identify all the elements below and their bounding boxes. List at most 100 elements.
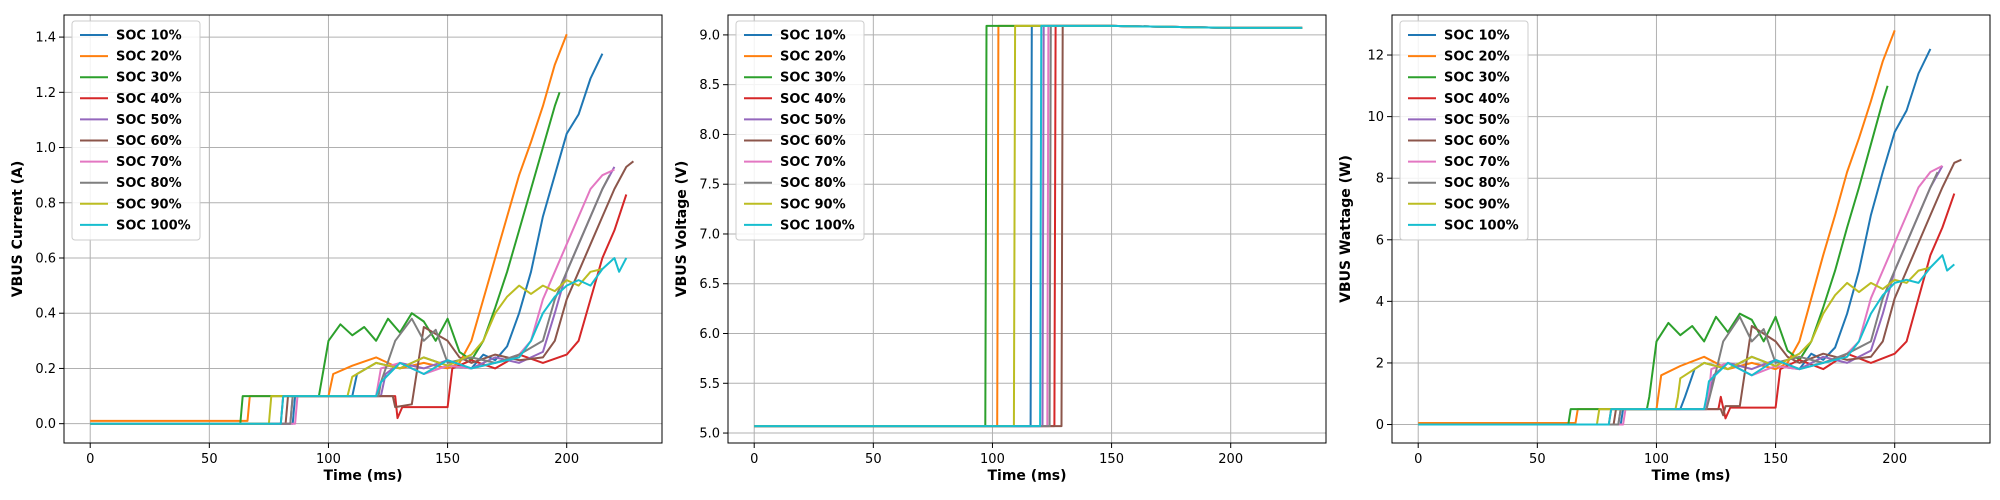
- legend-entry: SOC 90%: [1444, 197, 1510, 212]
- legend-entry: SOC 30%: [780, 71, 846, 86]
- y-tick-label: 2: [1376, 356, 1384, 371]
- y-tick-label: 0: [1376, 418, 1384, 433]
- y-tick-label: 8.5: [699, 78, 720, 93]
- chart-panel-3: 0 50 100 150 200 0 2 4 6 8 10 12 Time (ms) VBUS Watta…: [1338, 14, 1991, 484]
- legend-entry: SOC 20%: [1444, 50, 1510, 65]
- legend-entry: SOC 10%: [1444, 29, 1510, 44]
- y-tick-label: 5.0: [699, 427, 720, 442]
- series-line-soc-100-: [754, 24, 1303, 428]
- legend-entry: SOC 80%: [1444, 176, 1510, 191]
- legend: SOC 10% SOC 20% SOC 30% SOC 40% SOC 50% SOC 6…: [735, 20, 865, 241]
- y-tick-label: 0.2: [35, 362, 56, 377]
- legend-box: [71, 20, 201, 241]
- x-tick-label: 50: [201, 452, 218, 467]
- x-tick-label: 0: [86, 452, 94, 467]
- y-tick-label: 1.2: [35, 86, 56, 101]
- series-line-soc-10-: [90, 53, 604, 425]
- y-tick-label: 12: [1367, 49, 1384, 64]
- series-line-soc-30-: [1418, 85, 1889, 426]
- x-tick-label: 200: [1218, 452, 1243, 467]
- legend-entry: SOC 100%: [116, 218, 191, 233]
- legend: SOC 10% SOC 20% SOC 30% SOC 40% SOC 50% SOC 6…: [1399, 20, 1529, 241]
- legend-entry: SOC 50%: [116, 113, 182, 128]
- series-line-soc-60-: [90, 160, 635, 425]
- legend-entry: SOC 100%: [780, 218, 855, 233]
- x-axis-label: Time (ms): [1651, 468, 1730, 484]
- y-tick-label: 7.5: [699, 178, 720, 193]
- legend-entry: SOC 30%: [116, 71, 182, 86]
- y-tick-label: 0.8: [35, 196, 56, 211]
- series-line-soc-100-: [90, 257, 628, 425]
- y-tick-label: 10: [1367, 110, 1384, 125]
- x-axis-label: Time (ms): [323, 468, 402, 484]
- x-tick-label: 100: [316, 452, 341, 467]
- y-tick-label: 0.0: [35, 417, 56, 432]
- y-tick-label: 0.4: [35, 307, 56, 322]
- legend: SOC 10% SOC 20% SOC 30% SOC 40% SOC 50% SOC 6…: [71, 20, 201, 241]
- y-tick-label: 6.5: [699, 277, 720, 292]
- legend-entry: SOC 30%: [1444, 71, 1510, 86]
- legend-entry: SOC 100%: [1444, 218, 1519, 233]
- x-tick-label: 200: [1882, 452, 1907, 467]
- series-line-soc-40-: [90, 194, 628, 425]
- y-axis-label: VBUS Current (A): [10, 161, 26, 298]
- x-tick-label: 150: [435, 452, 460, 467]
- legend-entry: SOC 70%: [116, 155, 182, 170]
- legend-entry: SOC 20%: [116, 50, 182, 65]
- y-tick-label: 8: [1376, 172, 1384, 187]
- y-axis-label: VBUS Wattage (W): [1338, 155, 1354, 303]
- legend-entry: SOC 60%: [116, 134, 182, 149]
- legend-entry: SOC 60%: [780, 134, 846, 149]
- y-tick-label: 6: [1376, 233, 1384, 248]
- plot-frame: [63, 14, 663, 444]
- legend-entry: SOC 10%: [780, 29, 846, 44]
- y-tick-label: 1.0: [35, 141, 56, 156]
- legend-entry: SOC 80%: [780, 176, 846, 191]
- x-tick-label: 100: [980, 452, 1005, 467]
- plot-frame: [1391, 14, 1991, 444]
- legend-box: [1399, 20, 1529, 241]
- y-tick-label: 6.0: [699, 327, 720, 342]
- y-tick-label: 5.5: [699, 377, 720, 392]
- legend-entry: SOC 90%: [116, 197, 182, 212]
- legend-box: [735, 20, 865, 241]
- plot-frame: [727, 14, 1327, 444]
- series-lines: [754, 24, 1303, 428]
- series-line-soc-90-: [1418, 266, 1931, 426]
- y-tick-label: 1.4: [35, 31, 56, 46]
- y-tick-label: 8.0: [699, 128, 720, 143]
- series-line-soc-30-: [90, 91, 561, 425]
- y-tick-label: 4: [1376, 295, 1384, 310]
- series-line-soc-90-: [90, 268, 603, 425]
- series-line-soc-100-: [1418, 254, 1955, 426]
- x-tick-label: 0: [750, 452, 758, 467]
- chart-panel-2: 0 50 100 150 200 5.0 5.5 6.0 6.5 7.0 7.5 8.0 8.5 9.0 T…: [674, 14, 1327, 484]
- x-tick-label: 150: [1763, 452, 1788, 467]
- legend-entry: SOC 20%: [780, 50, 846, 65]
- x-tick-label: 0: [1414, 452, 1422, 467]
- x-tick-label: 50: [1529, 452, 1546, 467]
- x-tick-label: 150: [1099, 452, 1124, 467]
- y-tick-label: 7.0: [699, 227, 720, 242]
- legend-entry: SOC 50%: [1444, 113, 1510, 128]
- legend-entry: SOC 40%: [116, 92, 182, 107]
- legend-entry: SOC 40%: [780, 92, 846, 107]
- legend-entry: SOC 10%: [116, 29, 182, 44]
- series-lines: [90, 33, 635, 425]
- chart-panel-1: 0 50 100 150 200 0.0 0.2 0.4 0.6 0.8 1.0 1.2 1.4 Time…: [10, 14, 663, 484]
- legend-entry: SOC 90%: [780, 197, 846, 212]
- legend-entry: SOC 70%: [780, 155, 846, 170]
- legend-entry: SOC 50%: [780, 113, 846, 128]
- y-axis-label: VBUS Voltage (V): [674, 161, 690, 297]
- legend-entry: SOC 60%: [1444, 134, 1510, 149]
- x-tick-label: 200: [554, 452, 579, 467]
- y-tick-label: 0.6: [35, 251, 56, 266]
- x-axis-label: Time (ms): [987, 468, 1066, 484]
- legend-entry: SOC 70%: [1444, 155, 1510, 170]
- series-lines: [1418, 30, 1962, 426]
- series-line-soc-80-: [1418, 171, 1939, 426]
- x-tick-label: 100: [1644, 452, 1669, 467]
- legend-entry: SOC 40%: [1444, 92, 1510, 107]
- y-tick-label: 9.0: [699, 28, 720, 43]
